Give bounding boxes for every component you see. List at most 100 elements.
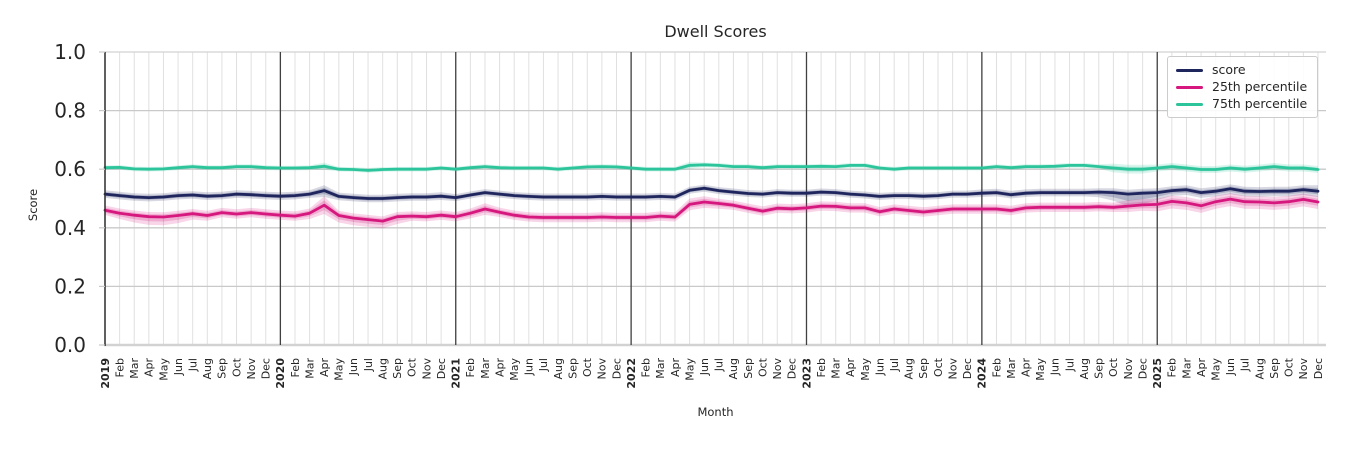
x-tick-label: Nov: [771, 358, 784, 380]
x-tick-label: Dec: [961, 358, 974, 379]
x-tick-label: Jul: [1063, 358, 1076, 372]
chart-title: Dwell Scores: [664, 22, 767, 41]
x-tick-label: Feb: [113, 358, 126, 377]
x-tick-label: Jun: [172, 358, 185, 376]
legend-item-75th-percentile: 75th percentile: [1176, 97, 1307, 111]
legend: score 25th percentile 75th percentile: [1167, 56, 1319, 118]
x-tick-label: Sep: [917, 358, 930, 379]
x-tick-label: Dec: [260, 358, 273, 379]
x-tick-label: Dec: [786, 358, 799, 379]
x-tick-label: Nov: [596, 358, 609, 380]
x-tick-label: 2020: [274, 358, 287, 389]
band-25th-percentile: [105, 193, 1318, 229]
x-tick-label: Aug: [1253, 358, 1266, 379]
x-tick-label: Sep: [1268, 358, 1281, 379]
x-axis-label: Month: [697, 405, 734, 419]
x-tick-label: Oct: [756, 357, 769, 377]
legend-item-25th-percentile: 25th percentile: [1176, 80, 1307, 94]
x-tick-label: Jul: [713, 358, 726, 372]
x-tick-label: Apr: [844, 358, 857, 378]
x-tick-label: Jul: [1239, 358, 1252, 372]
x-tick-label: Jul: [186, 358, 199, 372]
x-tick-label: May: [508, 358, 521, 381]
x-tick-label: Jun: [523, 358, 536, 376]
y-tick-label: 0.4: [54, 216, 86, 240]
x-tick-label: Oct: [932, 357, 945, 377]
x-tick-label: May: [333, 358, 346, 381]
x-tick-label: Sep: [216, 358, 229, 379]
y-tick-label: 0.0: [54, 333, 86, 357]
x-tick-label: Apr: [493, 358, 506, 378]
x-tick-label: Jun: [347, 358, 360, 376]
x-tick-label: Oct: [406, 357, 419, 377]
x-tick-label: Nov: [1297, 358, 1310, 380]
x-tick-label: Mar: [654, 358, 667, 379]
x-tick-label: Oct: [1283, 357, 1296, 377]
band-score: [105, 184, 1318, 207]
x-tick-label: Sep: [742, 358, 755, 379]
x-tick-label: 2022: [625, 358, 638, 389]
x-tick-label: Sep: [566, 358, 579, 379]
x-tick-label: Oct: [1107, 357, 1120, 377]
x-tick-label: Mar: [128, 358, 141, 379]
band-25th-percentile: [105, 195, 1318, 226]
legend-label: score: [1212, 62, 1246, 77]
x-tick-label: Feb: [1166, 358, 1179, 377]
band-75th-percentile: [105, 161, 1318, 174]
x-tick-label: 2024: [976, 358, 989, 389]
x-tick-label: Nov: [420, 358, 433, 380]
x-tick-label: Dec: [610, 358, 623, 379]
x-tick-label: Dec: [1136, 358, 1149, 379]
x-tick-label: Mar: [1180, 358, 1193, 379]
x-tick-label: Jul: [888, 358, 901, 372]
x-tick-label: Jul: [537, 358, 550, 372]
x-tick-label: Oct: [581, 357, 594, 377]
x-tick-label: 2023: [800, 358, 813, 389]
x-tick-label: 2021: [450, 358, 463, 389]
x-tick-label: Nov: [946, 358, 959, 380]
x-tick-label: 2025: [1151, 358, 1164, 389]
x-tick-label: Jun: [698, 358, 711, 376]
x-tick-label: Mar: [1005, 358, 1018, 379]
x-tick-label: Aug: [552, 358, 565, 379]
x-tick-label: Apr: [318, 358, 331, 378]
y-tick-label: 1.0: [54, 40, 86, 64]
x-tick-label: May: [859, 358, 872, 381]
x-tick-label: Jun: [1224, 358, 1237, 376]
x-tick-label: Jul: [362, 358, 375, 372]
x-tick-label: Mar: [303, 358, 316, 379]
legend-label: 25th percentile: [1212, 79, 1308, 94]
y-tick-label: 0.2: [54, 274, 86, 298]
x-tick-label: Apr: [1195, 358, 1208, 378]
y-tick-label: 0.6: [54, 157, 86, 181]
p75-line-swatch: [1176, 102, 1203, 106]
x-tick-label: Aug: [201, 358, 214, 379]
x-tick-label: Aug: [376, 358, 389, 379]
x-tick-label: Aug: [903, 358, 916, 379]
legend-item-score: score: [1176, 63, 1307, 77]
x-tick-label: Aug: [727, 358, 740, 379]
x-tick-label: Dec: [435, 358, 448, 379]
p25-line-swatch: [1176, 85, 1203, 89]
x-tick-label: May: [683, 358, 696, 381]
x-tick-label: 2019: [99, 358, 112, 389]
x-tick-label: Feb: [289, 358, 302, 377]
x-tick-label: Feb: [990, 358, 1003, 377]
x-tick-label: Mar: [830, 358, 843, 379]
x-tick-label: Oct: [230, 357, 243, 377]
line-score: [103, 186, 1320, 200]
x-tick-label: May: [1209, 358, 1222, 381]
x-tick-label: Apr: [143, 358, 156, 378]
line-75th-percentile: [103, 163, 1320, 172]
x-tick-label: Jun: [873, 358, 886, 376]
legend-label: 75th percentile: [1212, 96, 1308, 111]
y-tick-label: 0.8: [54, 99, 86, 123]
x-tick-label: May: [1034, 358, 1047, 381]
score-line-swatch: [1176, 68, 1203, 72]
x-tick-label: May: [157, 358, 170, 381]
x-tick-label: Apr: [1020, 358, 1033, 378]
x-tick-label: Feb: [815, 358, 828, 377]
line-25th-percentile: [103, 197, 1320, 223]
x-tick-label: Dec: [1312, 358, 1325, 379]
